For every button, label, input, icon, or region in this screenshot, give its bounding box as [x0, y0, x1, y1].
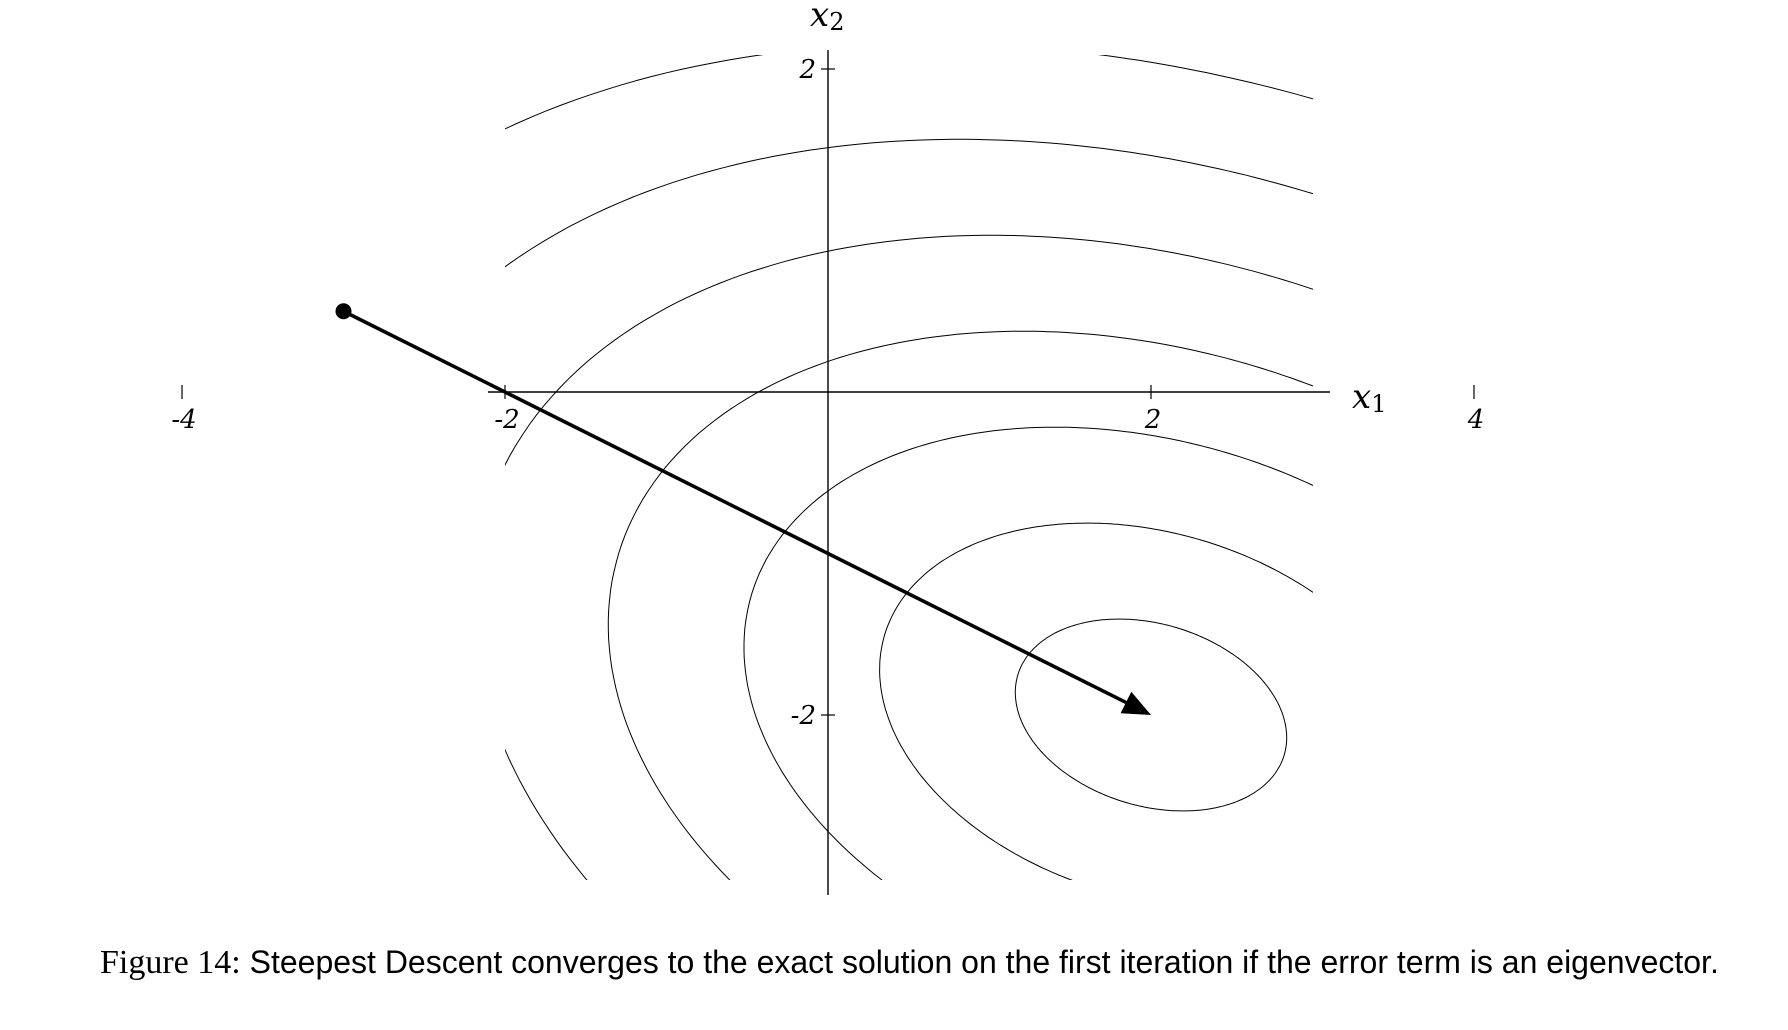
x-tick-label: -2	[494, 405, 519, 435]
tick-labels: -4-224642-2-4-6	[171, 0, 1788, 900]
contour-line-13	[0, 0, 1788, 900]
contour-line-3	[744, 427, 1558, 900]
contour-lines	[0, 0, 1788, 900]
axes	[488, 50, 1330, 895]
tick-marks	[182, 0, 1788, 900]
x-tick-label: 4	[1467, 405, 1485, 435]
contour-line-7	[201, 43, 1788, 900]
y-axis-title: x2	[810, 0, 844, 36]
contour-line-6	[337, 139, 1788, 900]
caption-text: Steepest Descent converges to the exact …	[250, 944, 1719, 980]
y-tick-label: 2	[798, 55, 816, 85]
contour-line-8	[66, 0, 1788, 900]
x-tick-label: 2	[1144, 405, 1162, 435]
y-tick-label: -2	[791, 701, 816, 731]
steepest-descent-step	[336, 303, 1152, 715]
contour-line-11	[0, 0, 1788, 900]
figure-caption: Figure 14: Steepest Descent converges to…	[100, 938, 1760, 987]
contour-line-12	[0, 0, 1788, 900]
contour-line-10	[0, 0, 1788, 900]
x-axis-title: x1	[1352, 377, 1386, 418]
contour-line-5	[473, 235, 1788, 900]
caption-label: Figure 14:	[100, 944, 241, 981]
start-point	[336, 303, 352, 319]
contour-line-15	[0, 0, 1788, 900]
step-line	[344, 311, 1126, 702]
x-tick-label: -4	[171, 405, 196, 435]
contour-line-2	[880, 523, 1423, 900]
contour-line-14	[0, 0, 1788, 900]
contour-line-16	[0, 0, 1788, 900]
contour-line-9	[0, 0, 1788, 900]
contour-plot: -4-224642-2-4-6 x1 x2	[0, 0, 1788, 900]
